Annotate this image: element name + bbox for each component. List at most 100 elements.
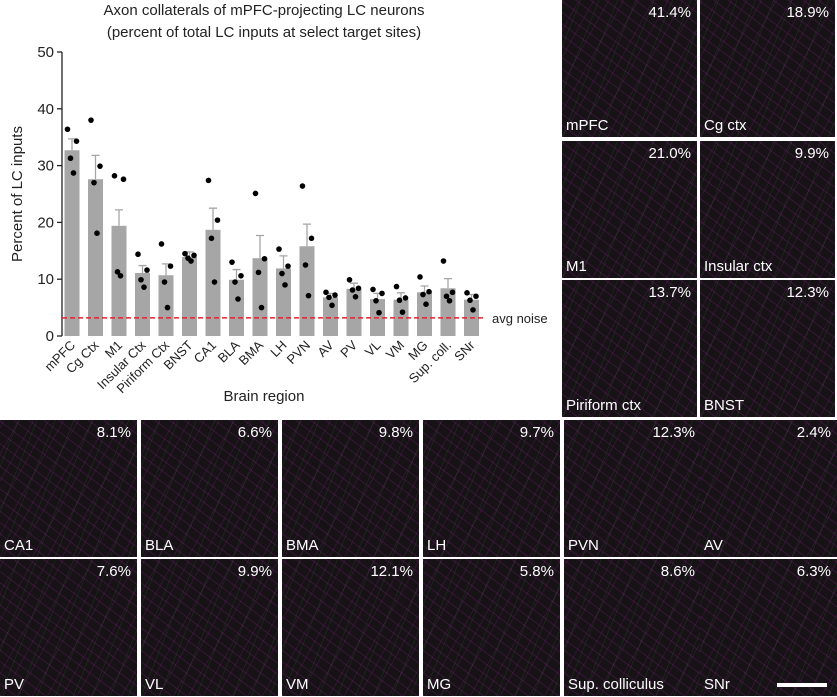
y-tick-label: 0 [46, 328, 54, 345]
panel-label: MG [427, 676, 452, 693]
data-point [138, 276, 144, 283]
panel-percent: 12.3% [786, 284, 829, 301]
bar [135, 272, 150, 336]
panel-percent: 8.6% [660, 563, 695, 580]
data-point [446, 297, 453, 304]
error-bar [115, 209, 123, 226]
micrograph-panel: 9.9% VL [141, 559, 278, 696]
x-tick-label: BMA [236, 337, 267, 368]
data-point [67, 155, 74, 162]
bar [252, 258, 268, 336]
x-tick-label: CA1 [191, 338, 219, 366]
bar [111, 225, 127, 336]
data-point [467, 297, 473, 304]
micrograph-panel: 12.3% BNST [700, 280, 835, 417]
data-point [114, 269, 121, 275]
panel-label: mPFC [566, 117, 609, 134]
y-tick-label: 10 [37, 271, 54, 288]
panel-percent: 9.9% [794, 145, 829, 162]
panel-percent: 9.9% [237, 563, 272, 580]
panel-label: AV [704, 537, 723, 554]
error-bar [162, 263, 170, 276]
error-bar [444, 277, 452, 289]
data-point [205, 177, 212, 184]
panel-percent: 6.3% [796, 563, 831, 580]
error-bar [420, 285, 429, 293]
data-point [73, 138, 80, 144]
bar [299, 246, 315, 336]
data-point [308, 235, 315, 242]
data-point [252, 190, 259, 197]
data-point [188, 258, 194, 264]
data-point [258, 304, 265, 311]
data-point [120, 176, 127, 183]
data-point [470, 307, 476, 313]
data-point [332, 292, 338, 298]
data-point [399, 309, 406, 315]
chart-subtitle: (percent of total LC inputs at select ta… [107, 24, 421, 41]
data-point [235, 296, 241, 302]
data-point [232, 279, 238, 285]
x-tick-label: PVN [284, 338, 314, 368]
data-point [423, 301, 429, 307]
data-point [420, 291, 426, 298]
panel-percent: 12.3% [652, 424, 695, 441]
data-point [117, 272, 124, 279]
micrograph-panel: 9.7% LH [423, 420, 560, 557]
data-point [182, 250, 188, 257]
data-point [346, 276, 353, 283]
data-point [97, 163, 103, 169]
micrograph-panel: 9.8% BMA [282, 420, 419, 557]
y-tick-label: 30 [37, 158, 54, 175]
data-point [94, 230, 100, 236]
data-point [282, 282, 288, 288]
y-axis-title: Percent of LC inputs [9, 126, 26, 262]
bar [64, 150, 80, 336]
error-bar [232, 268, 241, 280]
panel-label: BNST [704, 397, 745, 414]
panel-label: PVN [568, 537, 599, 554]
panel-percent: 12.1% [370, 563, 413, 580]
data-point [141, 284, 147, 290]
micrograph-panel: 8.6% Sup. colliculus [564, 559, 701, 696]
data-point [305, 292, 312, 299]
micrograph-panel: 2.4% AV [700, 420, 837, 557]
data-point [214, 217, 221, 223]
panel-label: SNr [704, 676, 730, 693]
data-point [373, 297, 379, 304]
data-point [88, 117, 94, 123]
panel-label: Cg ctx [704, 117, 747, 134]
data-point [279, 270, 285, 277]
panel-percent: 8.1% [96, 424, 131, 441]
noise-label: avg noise [492, 311, 548, 326]
bar [346, 288, 362, 336]
error-bar [138, 264, 147, 273]
data-point [111, 173, 118, 179]
data-point [443, 293, 450, 300]
panel-label: Sup. colliculus [568, 676, 664, 693]
panel-percent: 41.4% [648, 4, 691, 21]
data-point [393, 283, 400, 290]
data-point [255, 269, 262, 276]
data-point [276, 246, 282, 252]
data-point [238, 272, 244, 279]
micrograph-panel: 41.4% mPFC [562, 0, 697, 137]
data-point [402, 295, 409, 301]
y-tick-label: 20 [37, 214, 54, 231]
panel-percent: 9.7% [519, 424, 554, 441]
data-point [261, 255, 268, 262]
x-tick-label: VM [383, 338, 407, 362]
data-point [464, 290, 470, 296]
data-point [449, 289, 456, 296]
micrograph-panel: 6.6% BLA [141, 420, 278, 557]
panel-label: M1 [566, 258, 587, 275]
y-tick-label: 50 [37, 44, 54, 61]
x-tick-label: VL [362, 338, 384, 360]
data-point [208, 235, 215, 242]
data-point [349, 287, 356, 293]
chart-title: Axon collaterals of mPFC-projecting LC n… [104, 2, 425, 19]
panel-percent: 2.4% [796, 424, 831, 441]
panel-percent: 18.9% [786, 4, 829, 21]
data-point [329, 302, 335, 309]
